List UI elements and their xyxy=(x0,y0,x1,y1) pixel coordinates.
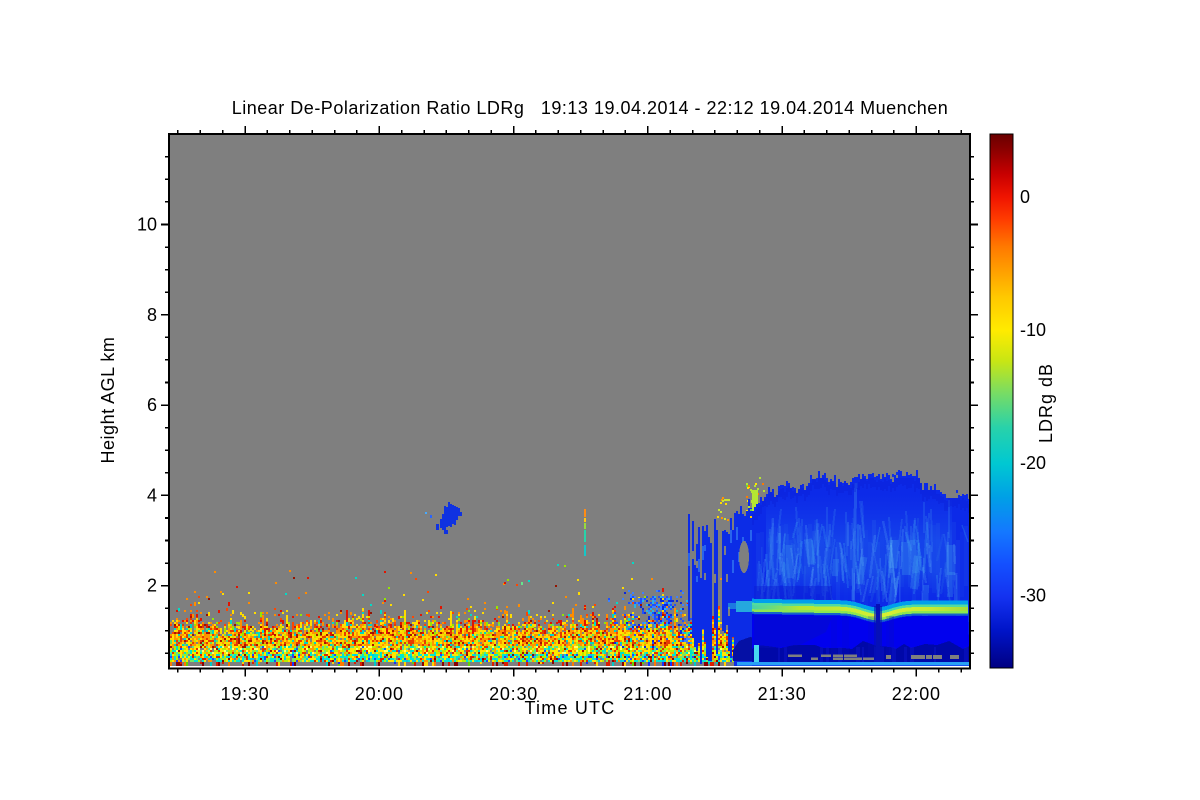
svg-text:-30: -30 xyxy=(1020,586,1046,606)
svg-text:4: 4 xyxy=(147,485,157,505)
svg-text:2: 2 xyxy=(147,576,157,596)
svg-text:Height AGL km: Height AGL km xyxy=(98,337,118,464)
svg-text:20:30: 20:30 xyxy=(489,684,538,704)
svg-text:-10: -10 xyxy=(1020,320,1046,340)
svg-text:6: 6 xyxy=(147,395,157,415)
svg-text:20:00: 20:00 xyxy=(355,684,404,704)
svg-text:LDRg dB: LDRg dB xyxy=(1036,363,1056,443)
svg-text:0: 0 xyxy=(1020,187,1030,207)
svg-text:Linear De-Polarization Ratio L: Linear De-Polarization Ratio LDRg 19:13 … xyxy=(232,98,948,118)
svg-text:Time UTC: Time UTC xyxy=(525,698,616,718)
svg-text:21:30: 21:30 xyxy=(758,684,807,704)
svg-text:21:00: 21:00 xyxy=(623,684,672,704)
svg-text:8: 8 xyxy=(147,305,157,325)
svg-text:19:30: 19:30 xyxy=(221,684,270,704)
svg-text:22:00: 22:00 xyxy=(892,684,941,704)
svg-text:-20: -20 xyxy=(1020,453,1046,473)
svg-text:10: 10 xyxy=(137,215,157,235)
